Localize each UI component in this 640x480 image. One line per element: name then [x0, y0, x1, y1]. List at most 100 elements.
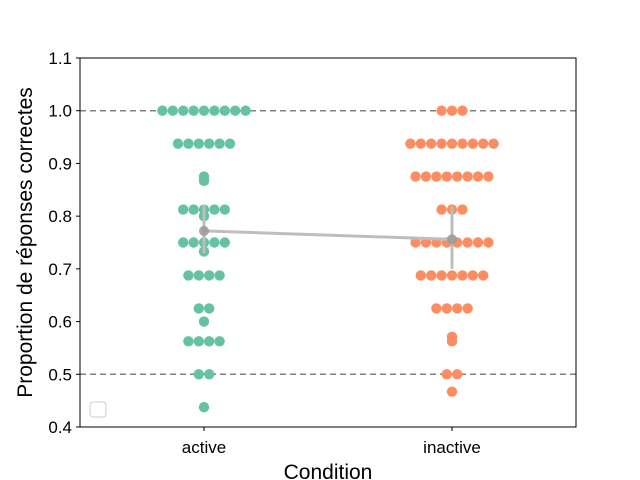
y-tick-label: 0.7: [48, 260, 72, 279]
mean-line: [203, 229, 453, 241]
x-axis-ticks: active inactive: [182, 427, 481, 457]
x-tick-label: active: [182, 438, 226, 457]
data-point: [204, 369, 215, 380]
data-point: [478, 138, 489, 149]
data-point: [157, 105, 168, 116]
y-tick-label: 1.1: [48, 49, 72, 68]
data-point: [183, 138, 194, 149]
data-point: [483, 237, 494, 248]
data-point: [452, 303, 463, 314]
y-tick-label: 0.8: [48, 207, 72, 226]
data-point: [457, 204, 468, 215]
data-point: [488, 138, 499, 149]
data-point: [178, 204, 189, 215]
mean-marker: [447, 234, 457, 245]
data-point: [410, 171, 421, 182]
data-point: [436, 270, 447, 281]
data-point: [188, 105, 199, 116]
data-point: [219, 105, 230, 116]
swarm-points: [157, 105, 499, 413]
data-point: [483, 171, 494, 182]
data-point: [219, 237, 230, 248]
y-tick-label: 0.5: [48, 365, 72, 384]
data-point: [188, 237, 199, 248]
data-point: [441, 369, 452, 380]
x-tick-label: inactive: [423, 438, 481, 457]
data-point: [224, 138, 236, 149]
data-point: [209, 204, 220, 215]
data-point: [405, 138, 416, 149]
data-point: [457, 105, 468, 116]
data-point: [209, 237, 220, 248]
x-axis-title: Condition: [284, 461, 373, 480]
data-point: [183, 336, 194, 347]
data-point: [436, 204, 447, 215]
data-point: [457, 270, 468, 281]
data-point: [415, 138, 426, 149]
point-estimates: [199, 204, 457, 269]
data-point: [198, 316, 210, 327]
data-point: [193, 303, 204, 314]
data-point: [193, 270, 204, 281]
data-point: [230, 105, 241, 116]
data-point: [467, 138, 478, 149]
data-point: [467, 270, 478, 281]
data-point: [240, 105, 251, 116]
data-point: [472, 237, 484, 248]
data-point: [452, 369, 463, 380]
mean-marker: [199, 225, 209, 236]
data-point: [193, 138, 204, 149]
y-axis-title: Proportion de réponses correctes: [14, 87, 37, 398]
data-point: [441, 171, 452, 182]
data-point: [410, 237, 421, 248]
data-point: [478, 270, 489, 281]
data-point: [193, 336, 204, 347]
data-point: [198, 402, 210, 413]
y-tick-label: 0.4: [48, 418, 72, 437]
data-point: [204, 138, 215, 149]
data-point: [188, 204, 199, 215]
data-point: [457, 138, 468, 149]
data-point: [214, 270, 225, 281]
data-point: [431, 171, 442, 182]
y-tick-label: 1.0: [48, 102, 72, 121]
data-point: [193, 369, 204, 380]
data-point: [178, 237, 189, 248]
data-point: [183, 270, 194, 281]
data-point: [436, 105, 447, 116]
data-point: [204, 270, 215, 281]
data-point: [214, 336, 225, 347]
data-point: [214, 138, 225, 149]
data-point: [198, 105, 210, 116]
data-point: [415, 270, 426, 281]
data-point: [172, 138, 184, 149]
data-point: [198, 175, 210, 187]
y-tick-label: 0.6: [48, 313, 72, 332]
y-axis-ticks: 0.4 0.5 0.6 0.7 0.8 0.9 1.0 1.1: [48, 49, 80, 437]
data-point: [431, 303, 442, 314]
legend-box: [89, 401, 107, 418]
data-point: [462, 303, 473, 314]
data-point: [426, 138, 437, 149]
data-point: [420, 171, 432, 182]
data-point: [178, 105, 189, 116]
plot-frame: [79, 57, 577, 428]
data-point: [426, 270, 437, 281]
data-point: [452, 171, 463, 182]
data-point: [436, 138, 447, 149]
data-point: [446, 105, 458, 116]
data-point: [446, 138, 458, 149]
data-point: [446, 386, 458, 397]
data-point: [209, 105, 220, 116]
data-point: [167, 105, 178, 116]
data-point: [446, 336, 458, 347]
data-point: [446, 270, 458, 281]
data-point: [204, 303, 215, 314]
data-point: [462, 171, 473, 182]
data-point: [441, 303, 452, 314]
y-tick-label: 0.9: [48, 154, 72, 173]
data-point: [204, 336, 215, 347]
data-point: [219, 204, 230, 215]
reference-lines: [80, 109, 576, 376]
